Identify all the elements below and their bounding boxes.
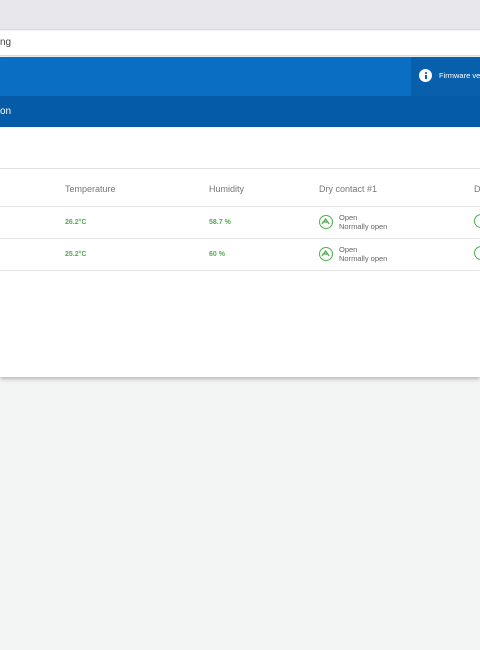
contact-status: Open <box>339 244 358 254</box>
device-cell <box>0 238 65 271</box>
humidity-value: 58.7 % <box>209 206 319 239</box>
dry-contact-cell: Open Normally open <box>319 238 474 271</box>
contact-open-icon <box>474 214 480 228</box>
firmware-notice[interactable]: Firmware ve <box>411 57 480 96</box>
humidity-value: 60 % <box>209 238 319 271</box>
dry-contact-cell: Open Normally open <box>319 206 474 239</box>
contact-open-icon <box>474 246 480 260</box>
section-divider <box>0 168 480 169</box>
column-header-device <box>0 172 65 207</box>
address-text: ng <box>0 37 12 48</box>
column-header-dry-contact-2[interactable]: D <box>474 172 480 207</box>
contact-mode: Normally open <box>339 222 388 231</box>
browser-tab-strip <box>0 0 480 30</box>
dry-contact-2-cell <box>474 206 480 239</box>
column-header-dry-contact-1[interactable]: Dry contact #1 <box>319 172 474 207</box>
app-header: Firmware ve <box>0 57 480 96</box>
table-row[interactable]: 26.2°C 58.7 % Open Normally open <box>0 206 480 239</box>
column-header-temperature[interactable]: Temperature <box>65 172 209 207</box>
dry-contact-2-cell <box>474 238 480 271</box>
firmware-text: Firmware ve <box>439 71 480 80</box>
contact-mode: Normally open <box>339 254 388 263</box>
temperature-value: 26.2°C <box>65 206 209 239</box>
sensor-table: Temperature Humidity Dry contact #1 D 26… <box>0 172 480 271</box>
device-cell <box>0 206 65 239</box>
contact-open-icon <box>319 215 333 229</box>
column-header-humidity[interactable]: Humidity <box>209 172 319 207</box>
nav-item-label[interactable]: on <box>0 106 12 117</box>
table-row[interactable]: 25.2°C 60 % Open Normally open <box>0 238 480 271</box>
info-icon <box>419 69 432 82</box>
browser-address-bar[interactable]: ng <box>0 31 480 56</box>
table-header-row: Temperature Humidity Dry contact #1 D <box>0 172 480 207</box>
contact-status: Open <box>339 212 358 222</box>
temperature-value: 25.2°C <box>65 238 209 271</box>
nav-bar: on <box>0 96 480 127</box>
contact-open-icon <box>319 247 333 261</box>
